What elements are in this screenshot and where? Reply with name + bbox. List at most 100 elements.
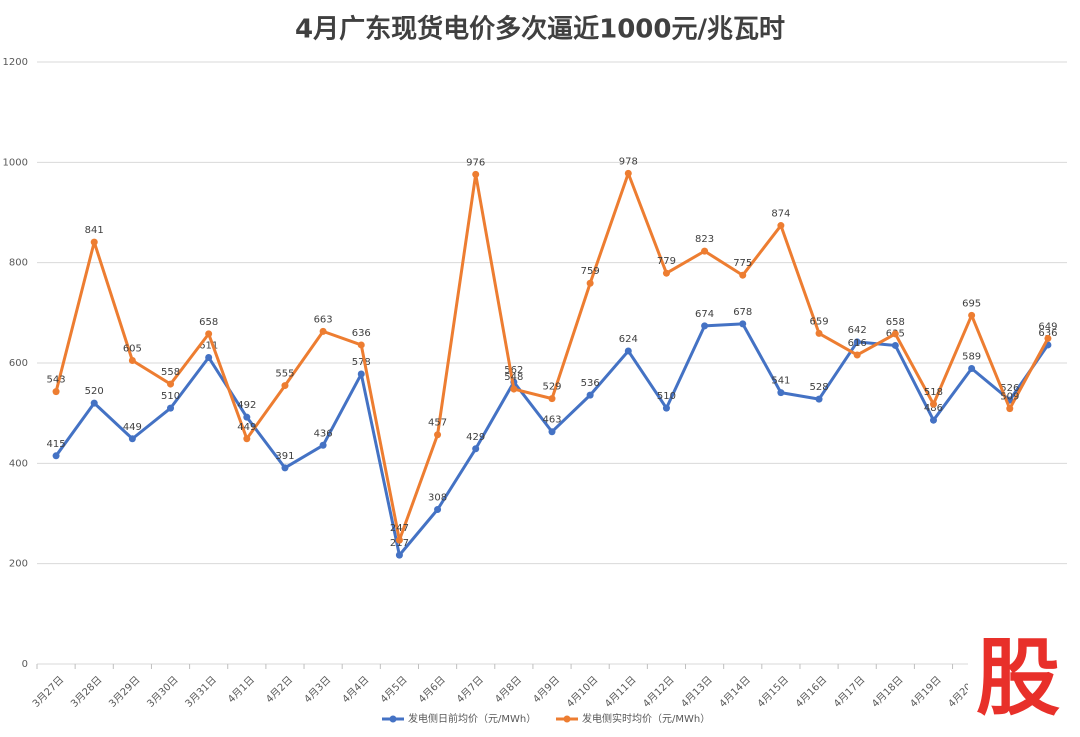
data-label: 558 bbox=[161, 367, 180, 378]
data-label: 518 bbox=[924, 387, 943, 398]
data-point bbox=[968, 365, 976, 373]
data-point bbox=[357, 370, 365, 378]
data-label: 642 bbox=[848, 325, 867, 336]
data-label: 486 bbox=[924, 403, 943, 414]
data-point bbox=[510, 385, 518, 393]
data-point bbox=[624, 169, 632, 177]
data-label: 841 bbox=[85, 225, 104, 236]
data-label: 678 bbox=[733, 307, 752, 318]
data-label: 663 bbox=[314, 314, 333, 325]
data-point bbox=[739, 320, 747, 328]
data-point bbox=[777, 389, 785, 397]
data-label: 759 bbox=[581, 266, 600, 277]
data-label: 449 bbox=[123, 422, 142, 433]
data-point bbox=[128, 435, 136, 443]
data-point bbox=[434, 431, 442, 439]
data-label: 463 bbox=[542, 415, 561, 426]
data-point bbox=[815, 395, 823, 403]
legend-marker bbox=[563, 715, 571, 723]
data-point bbox=[357, 341, 365, 349]
data-point bbox=[167, 380, 175, 388]
data-label: 509 bbox=[1000, 392, 1019, 403]
data-point bbox=[929, 416, 937, 424]
data-label: 578 bbox=[352, 357, 371, 368]
data-label: 562 bbox=[504, 365, 523, 376]
data-label: 658 bbox=[199, 317, 218, 328]
data-point bbox=[815, 329, 823, 337]
watermark-bg bbox=[968, 640, 1068, 725]
legend-marker bbox=[389, 715, 397, 723]
data-point bbox=[205, 353, 213, 361]
data-label: 605 bbox=[123, 343, 142, 354]
legend-label: 发电侧实时均价（元/MWh） bbox=[582, 712, 710, 725]
data-point bbox=[52, 388, 60, 396]
data-point bbox=[586, 279, 594, 287]
data-point bbox=[891, 341, 899, 349]
data-point bbox=[853, 338, 861, 346]
data-label: 536 bbox=[581, 378, 600, 389]
data-point bbox=[281, 464, 289, 472]
data-label: 528 bbox=[809, 382, 828, 393]
data-label: 658 bbox=[886, 317, 905, 328]
data-point bbox=[662, 404, 670, 412]
data-label: 520 bbox=[85, 386, 104, 397]
data-point bbox=[701, 247, 709, 255]
data-label: 541 bbox=[771, 376, 790, 387]
data-point bbox=[167, 404, 175, 412]
data-label: 611 bbox=[199, 340, 218, 351]
watermark: 股 bbox=[976, 629, 1060, 727]
data-label: 217 bbox=[390, 538, 409, 549]
data-point bbox=[52, 452, 60, 460]
data-point bbox=[853, 351, 861, 359]
data-point bbox=[777, 222, 785, 230]
data-point bbox=[701, 322, 709, 330]
data-point bbox=[548, 428, 556, 436]
data-label: 616 bbox=[848, 338, 867, 349]
data-point bbox=[243, 435, 251, 443]
data-label: 823 bbox=[695, 234, 714, 245]
data-point bbox=[929, 400, 937, 408]
data-point bbox=[586, 391, 594, 399]
data-point bbox=[472, 445, 480, 453]
data-label: 695 bbox=[962, 298, 981, 309]
data-point bbox=[205, 330, 213, 338]
data-point bbox=[90, 399, 98, 407]
data-point bbox=[662, 269, 670, 277]
data-point bbox=[395, 536, 403, 544]
data-point bbox=[891, 330, 899, 338]
data-label: 436 bbox=[314, 428, 333, 439]
data-point bbox=[968, 311, 976, 319]
data-label: 415 bbox=[47, 439, 66, 450]
data-label: 649 bbox=[1038, 321, 1057, 332]
data-point bbox=[90, 238, 98, 246]
data-label: 636 bbox=[1038, 328, 1057, 339]
y-tick-label: 1000 bbox=[3, 157, 28, 168]
data-label: 510 bbox=[657, 391, 676, 402]
data-point bbox=[739, 271, 747, 279]
y-tick-label: 0 bbox=[22, 659, 28, 670]
data-point bbox=[472, 170, 480, 178]
data-label: 674 bbox=[695, 309, 714, 320]
data-label: 779 bbox=[657, 256, 676, 267]
data-label: 548 bbox=[504, 372, 523, 383]
data-point bbox=[395, 551, 403, 559]
data-point bbox=[434, 505, 442, 513]
data-point bbox=[128, 356, 136, 364]
data-point bbox=[243, 413, 251, 421]
data-label: 391 bbox=[275, 451, 294, 462]
data-point bbox=[624, 347, 632, 355]
data-label: 624 bbox=[619, 334, 638, 345]
data-label: 492 bbox=[237, 400, 256, 411]
y-tick-label: 200 bbox=[9, 559, 28, 570]
data-point bbox=[319, 441, 327, 449]
data-label: 976 bbox=[466, 157, 485, 168]
data-label: 636 bbox=[352, 328, 371, 339]
y-tick-label: 800 bbox=[9, 258, 28, 269]
data-label: 874 bbox=[771, 209, 790, 220]
data-point bbox=[281, 382, 289, 390]
data-point bbox=[1044, 334, 1052, 342]
data-label: 457 bbox=[428, 418, 447, 429]
data-label: 659 bbox=[809, 316, 828, 327]
